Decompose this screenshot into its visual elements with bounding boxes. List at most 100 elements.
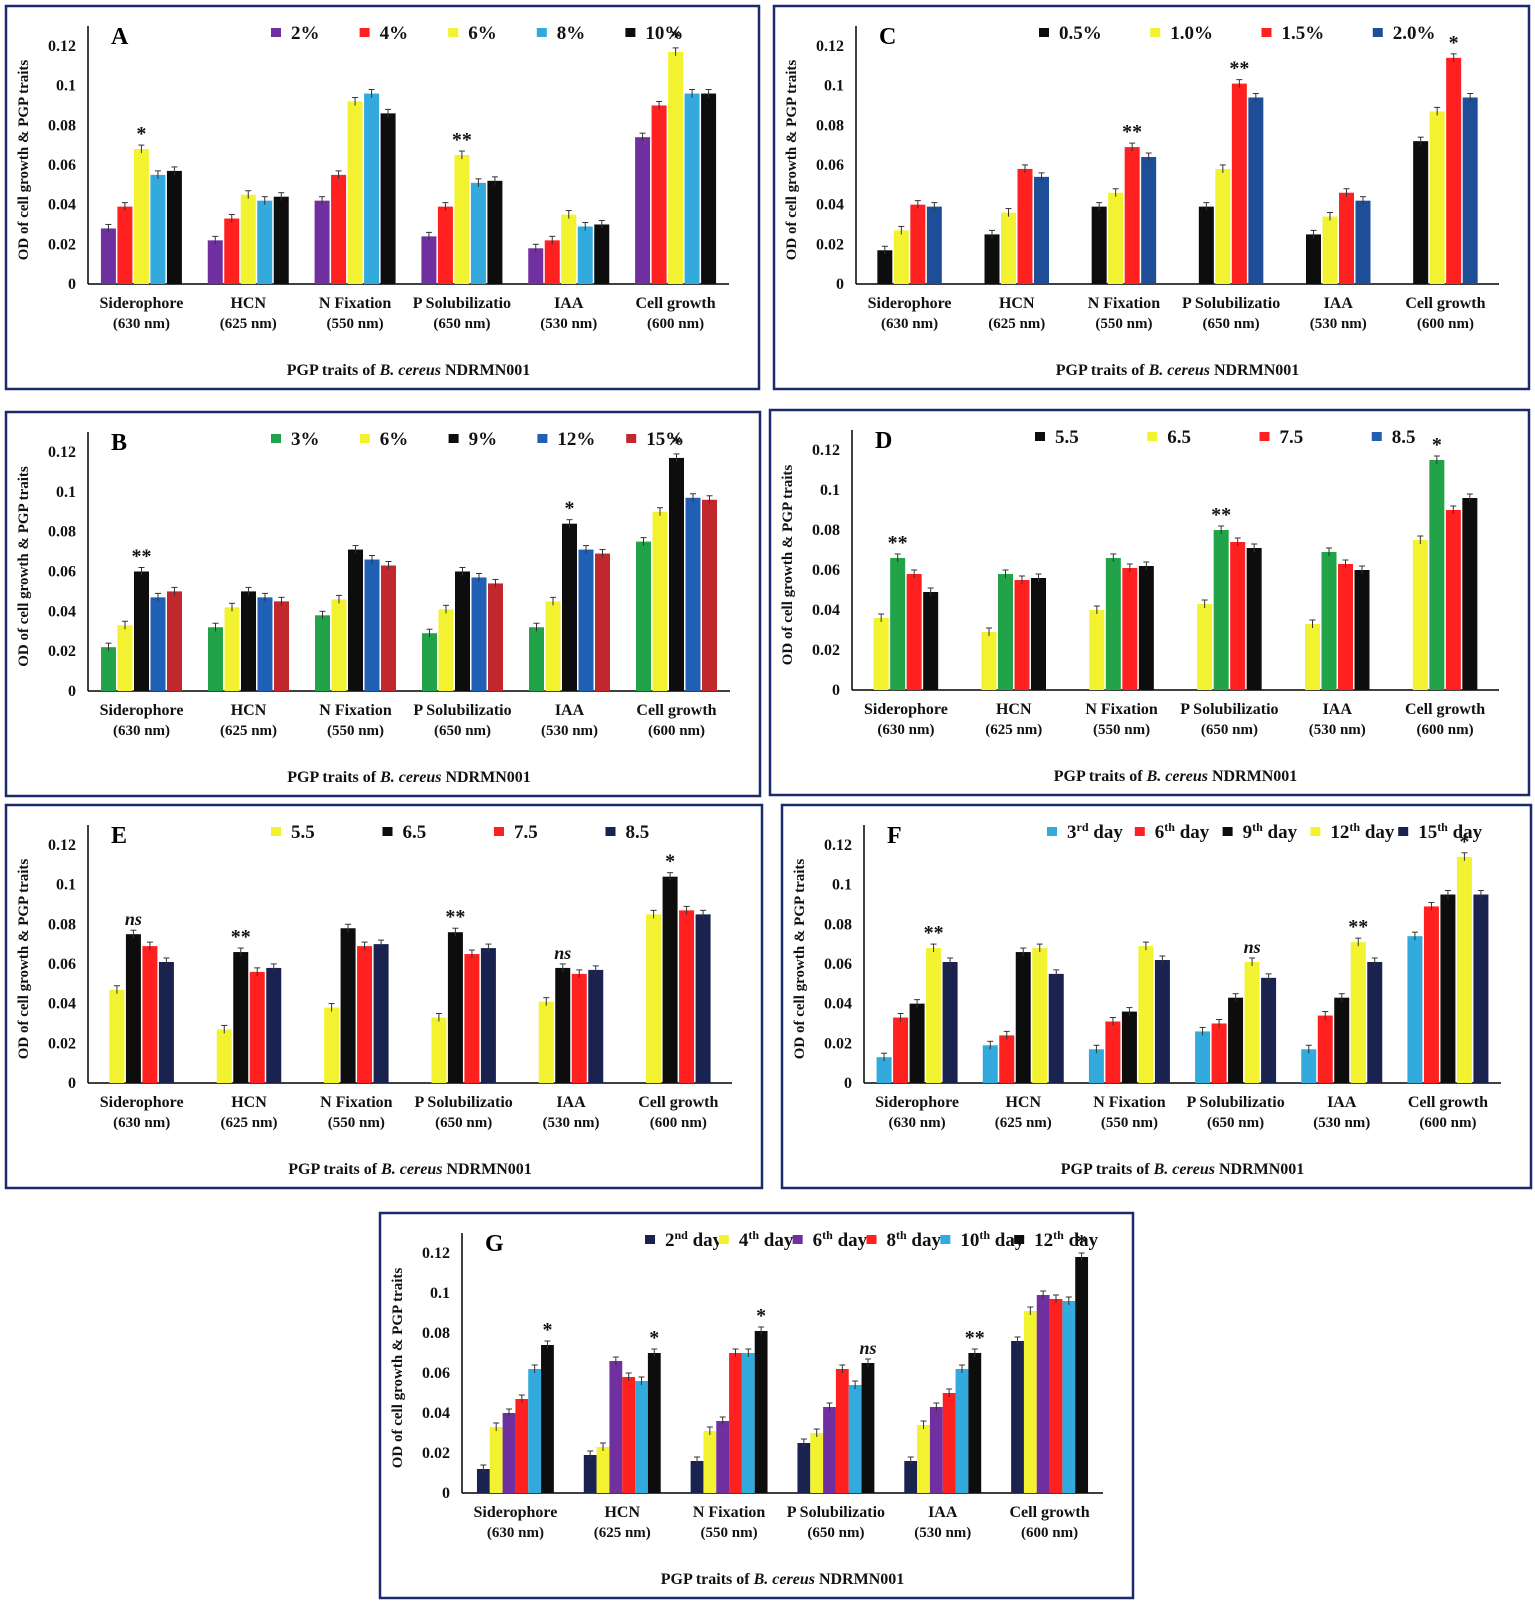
y-tick-label: 0.02 bbox=[422, 1445, 450, 1462]
bar bbox=[364, 559, 380, 691]
bar bbox=[1246, 548, 1262, 690]
legend-label: 8% bbox=[557, 23, 586, 44]
y-tick-label: 0.06 bbox=[48, 956, 76, 973]
x-tick-label: Siderophore bbox=[868, 295, 952, 312]
bar bbox=[538, 1001, 554, 1083]
bar bbox=[502, 1413, 516, 1493]
legend-swatch bbox=[1310, 827, 1321, 836]
y-tick-label: 0.08 bbox=[816, 117, 844, 134]
bar bbox=[142, 946, 158, 1083]
legend-label: 6th day bbox=[1155, 820, 1210, 843]
x-tick-sublabel: (600 nm) bbox=[1417, 722, 1474, 738]
bar bbox=[861, 1363, 875, 1493]
bar bbox=[133, 149, 149, 284]
bar bbox=[1014, 580, 1030, 690]
y-tick-label: 0 bbox=[68, 1075, 76, 1092]
significance-label: * bbox=[1449, 32, 1459, 54]
bar bbox=[999, 1035, 1015, 1083]
legend-swatch bbox=[359, 28, 370, 37]
bar bbox=[647, 1353, 661, 1493]
bar bbox=[167, 591, 182, 691]
x-tick-label: Cell growth bbox=[636, 295, 716, 312]
legend-swatch bbox=[271, 827, 281, 836]
x-tick-label: IAA bbox=[1323, 701, 1353, 718]
bar bbox=[340, 928, 356, 1083]
significance-label: ** bbox=[231, 926, 251, 948]
x-tick-label: Cell growth bbox=[1405, 295, 1485, 312]
bar bbox=[703, 1431, 717, 1493]
legend-swatch bbox=[448, 434, 459, 443]
x-tick-sublabel: (625 nm) bbox=[985, 722, 1042, 738]
x-tick-label: IAA bbox=[556, 1094, 586, 1111]
bar bbox=[646, 914, 662, 1083]
x-tick-label: Siderophore bbox=[100, 702, 184, 719]
panel-a: 0 0.02 0.04 0.06 0.08 0.1 0.12 OD of cell growt… bbox=[4, 4, 761, 391]
legend-label: 3rd day bbox=[1067, 820, 1123, 843]
legend-label: 9% bbox=[469, 429, 498, 450]
bar bbox=[257, 597, 273, 691]
bar bbox=[208, 627, 223, 691]
bar bbox=[447, 932, 463, 1083]
legend-swatch bbox=[792, 1235, 803, 1244]
legend-swatch bbox=[605, 827, 616, 836]
y-tick-label: 0.02 bbox=[824, 1035, 852, 1052]
bar bbox=[324, 1007, 340, 1083]
bar bbox=[125, 934, 141, 1083]
bar bbox=[545, 601, 561, 691]
significance-label: ** bbox=[1348, 916, 1368, 938]
bar bbox=[926, 948, 942, 1083]
bar bbox=[431, 1017, 447, 1083]
x-tick-sublabel: (550 nm) bbox=[1101, 1115, 1158, 1131]
y-tick-label: 0.12 bbox=[48, 38, 76, 55]
y-tick-label: 0.1 bbox=[832, 877, 852, 894]
x-axis-title: PGP traits of B. cereus NDRMN001 bbox=[1061, 1161, 1305, 1178]
bar bbox=[109, 989, 125, 1083]
y-tick-label: 0.1 bbox=[430, 1285, 450, 1302]
x-tick-sublabel: (625 nm) bbox=[594, 1525, 651, 1541]
bar bbox=[1124, 147, 1140, 284]
y-tick-label: 0.06 bbox=[48, 157, 76, 174]
y-axis-title: OD of cell growth & PGP traits bbox=[390, 1268, 406, 1469]
x-tick-sublabel: (600 nm) bbox=[648, 723, 705, 739]
x-tick-label: IAA bbox=[928, 1504, 958, 1521]
bar bbox=[331, 174, 347, 284]
legend-swatch bbox=[718, 1235, 729, 1244]
y-tick-label: 0.02 bbox=[816, 236, 844, 253]
y-tick-label: 0 bbox=[68, 683, 76, 700]
y-tick-label: 0.12 bbox=[812, 442, 840, 459]
y-tick-label: 0.06 bbox=[812, 562, 840, 579]
y-tick-label: 0.1 bbox=[56, 78, 76, 95]
x-tick-sublabel: (550 nm) bbox=[328, 1115, 385, 1131]
panel-letter: D bbox=[875, 428, 892, 454]
bar bbox=[1412, 540, 1428, 690]
bar bbox=[904, 1461, 918, 1493]
x-tick-sublabel: (530 nm) bbox=[1310, 316, 1367, 332]
y-axis-title: OD of cell growth & PGP traits bbox=[784, 60, 800, 261]
y-axis-title: OD of cell growth & PGP traits bbox=[16, 60, 32, 261]
x-axis-title: PGP traits of B. cereus NDRMN001 bbox=[661, 1571, 905, 1588]
x-tick-label: P Solubilizatio bbox=[787, 1504, 885, 1521]
significance-label: * bbox=[136, 123, 146, 145]
x-tick-label: Siderophore bbox=[864, 701, 948, 718]
x-tick-label: Cell growth bbox=[636, 702, 716, 719]
bar bbox=[216, 1029, 232, 1083]
bar bbox=[470, 182, 486, 284]
bar bbox=[1034, 176, 1049, 284]
significance-label: * bbox=[565, 498, 575, 520]
bar bbox=[241, 591, 256, 691]
bar bbox=[873, 618, 889, 690]
bar bbox=[528, 1369, 542, 1493]
x-tick-sublabel: (630 nm) bbox=[113, 723, 170, 739]
legend-label: 5.5 bbox=[1055, 427, 1079, 448]
x-tick-sublabel: (650 nm) bbox=[1207, 1115, 1264, 1131]
x-tick-sublabel: (650 nm) bbox=[1201, 722, 1258, 738]
legend-label: 7.5 bbox=[514, 822, 538, 843]
y-tick-label: 0.08 bbox=[48, 524, 76, 541]
y-tick-label: 0.02 bbox=[48, 1035, 76, 1052]
legend-swatch bbox=[645, 1235, 655, 1244]
legend-swatch bbox=[1134, 827, 1145, 836]
x-axis-title: PGP traits of B. cereus NDRMN001 bbox=[288, 1161, 532, 1178]
legend-label: 15% bbox=[646, 429, 684, 450]
bar bbox=[577, 226, 593, 284]
legend-label: 6% bbox=[468, 23, 497, 44]
